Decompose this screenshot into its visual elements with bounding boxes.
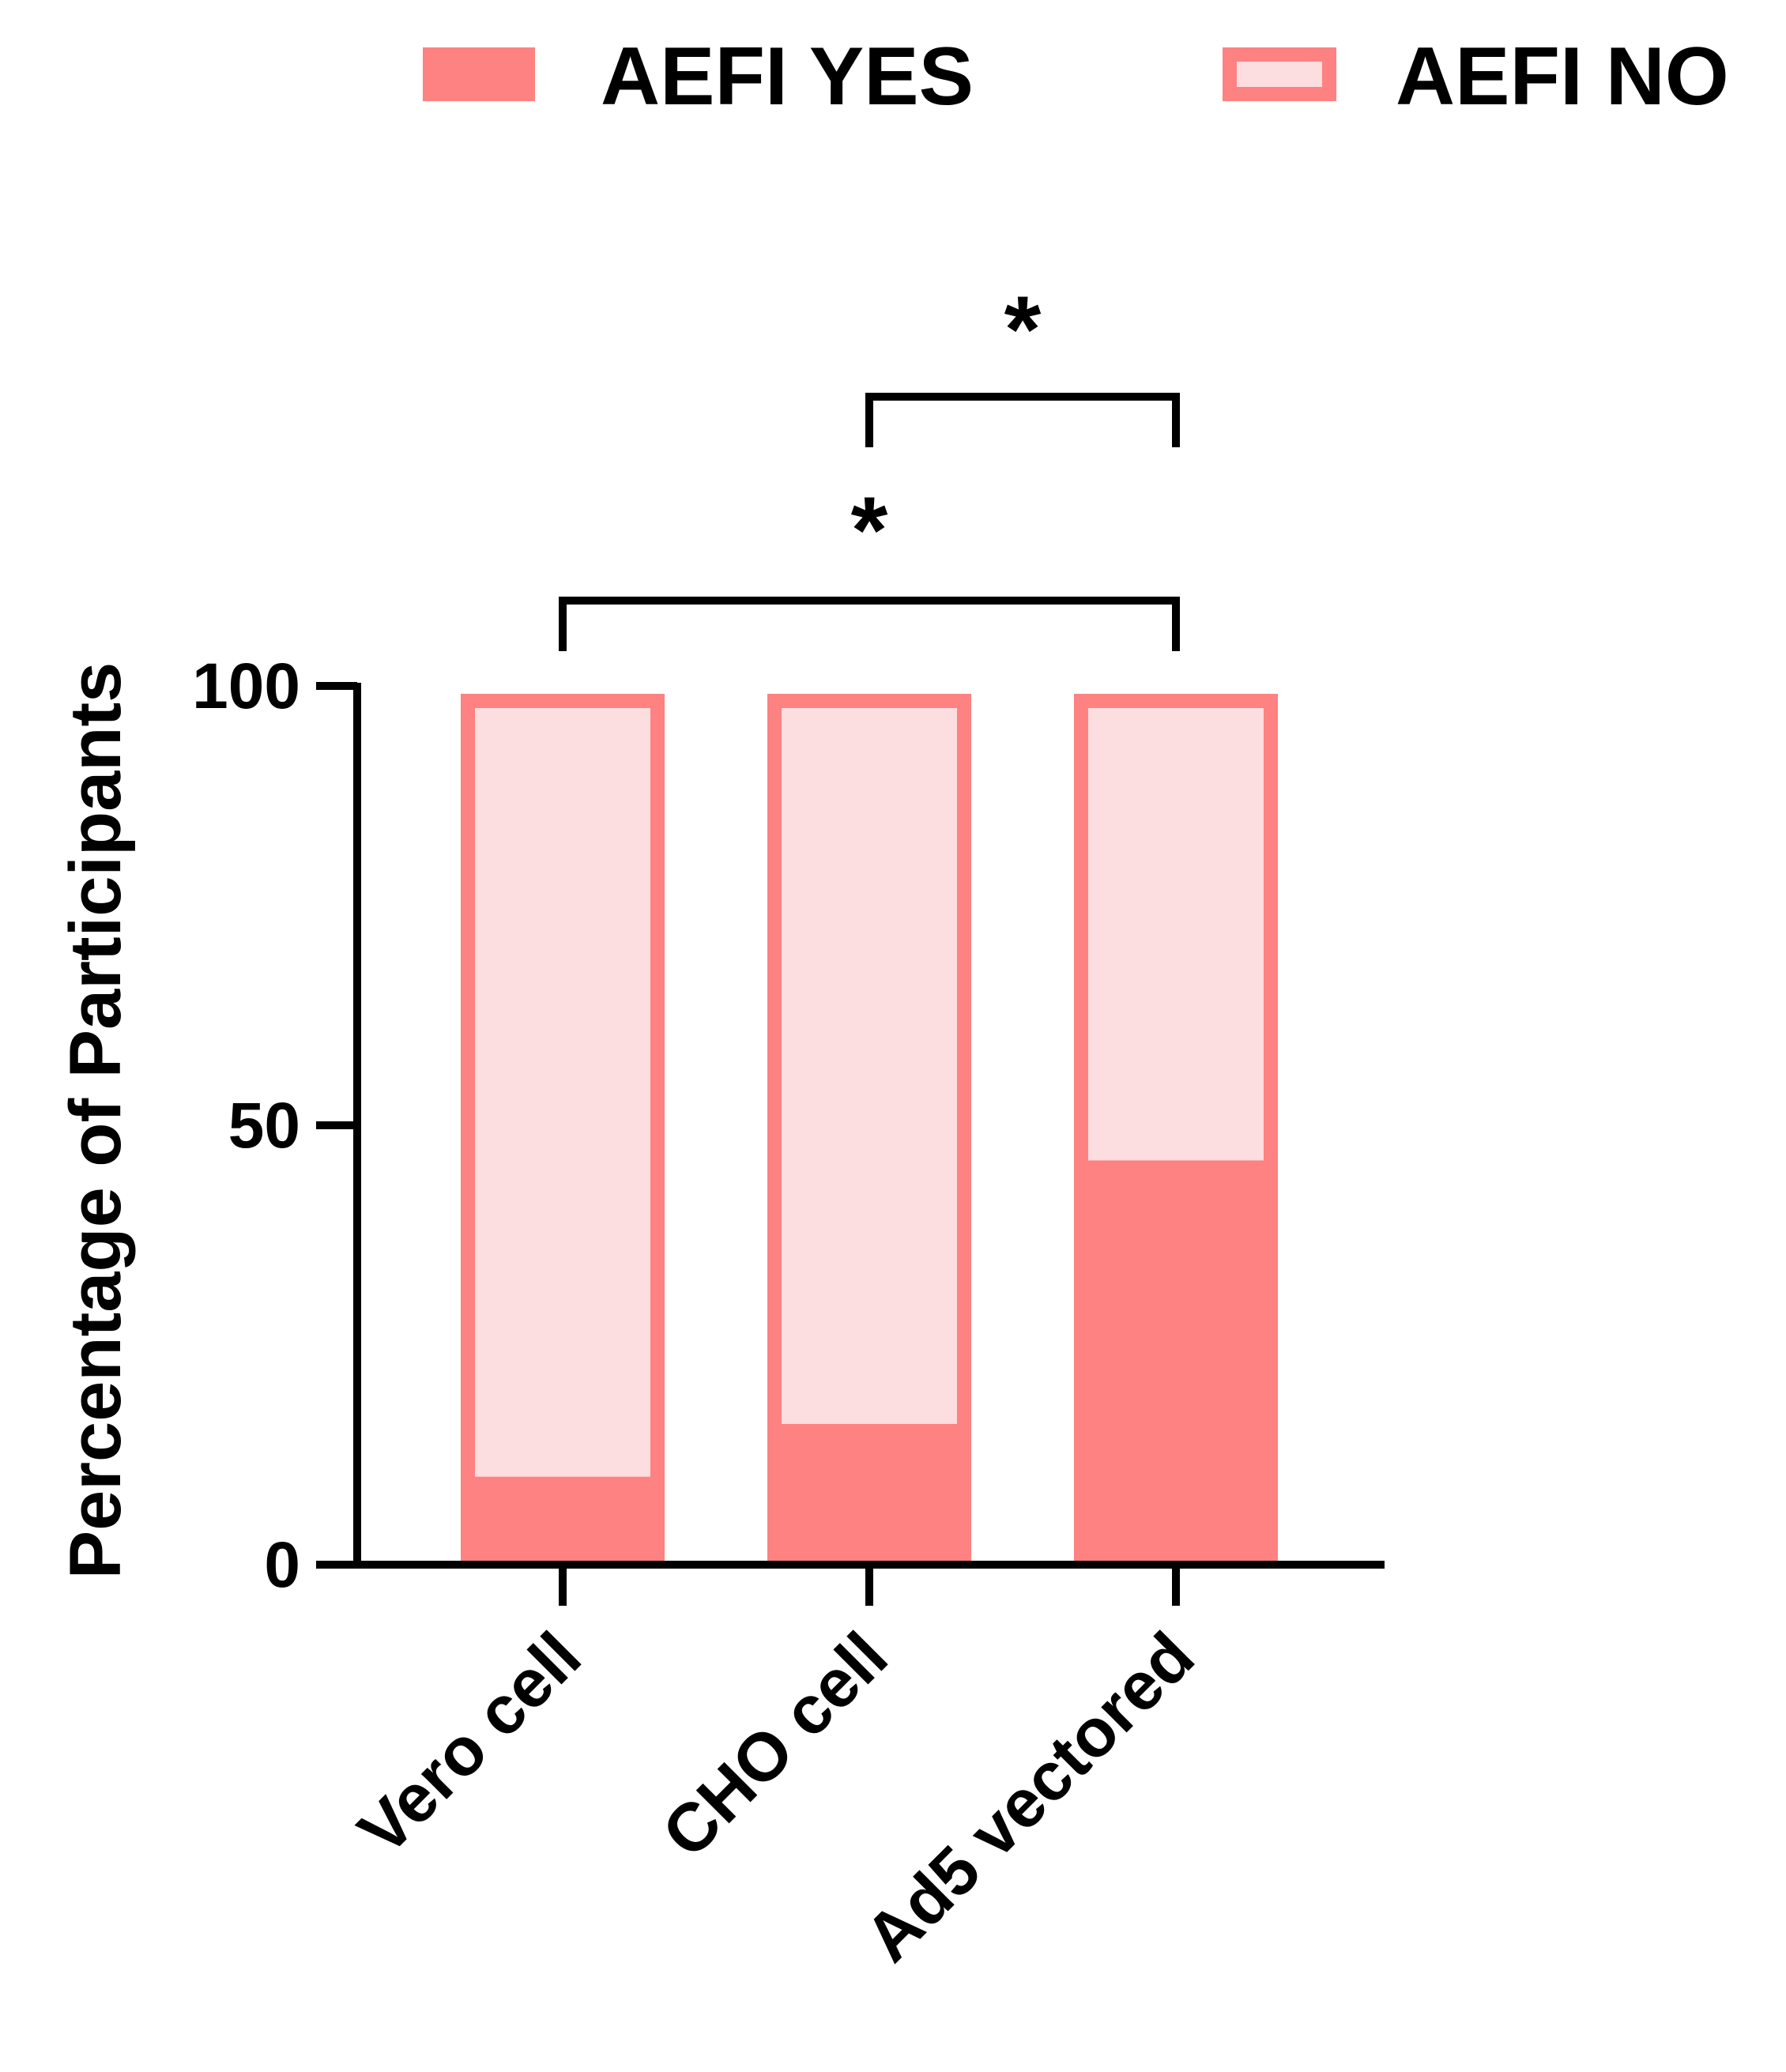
bar-segment-aefi-no-vero-cell	[475, 708, 650, 1477]
legend-swatch-aefi-no	[1223, 47, 1336, 101]
significance-star-2: *	[1004, 277, 1042, 382]
bar-segment-aefi-no-cho-cell	[782, 708, 957, 1425]
bar-segment-aefi-no-ad5-vectored	[1088, 708, 1264, 1161]
bar-segment-aefi-yes-vero-cell	[461, 1476, 665, 1565]
y-tick-label-50: 50	[228, 1090, 300, 1162]
legend: AEFI YES AEFI NO	[423, 31, 1729, 122]
y-tick-label-100: 100	[192, 650, 300, 722]
legend-label-aefi-no: AEFI NO	[1396, 31, 1729, 122]
significance-star-1: *	[851, 477, 888, 583]
x-tick-label-ad5-vectored: Ad5 vectored	[850, 1618, 1208, 1976]
significance-bracket-2	[865, 393, 1180, 447]
x-tick-label-cho-cell: CHO cell	[648, 1618, 902, 1872]
bars-group	[461, 694, 1278, 1565]
bar-segment-aefi-yes-ad5-vectored	[1074, 1160, 1278, 1565]
bar-segment-aefi-yes-cho-cell	[767, 1424, 971, 1565]
y-tick-label-0: 0	[264, 1529, 300, 1601]
y-axis-label: Percentage of Participants	[55, 662, 136, 1580]
significance-bracket-1	[559, 597, 1180, 651]
legend-swatch-aefi-yes	[423, 47, 535, 101]
x-tick-label-vero-cell: Vero cell	[344, 1618, 595, 1870]
legend-label-aefi-yes: AEFI YES	[601, 31, 974, 122]
significance-group: **	[559, 277, 1180, 651]
